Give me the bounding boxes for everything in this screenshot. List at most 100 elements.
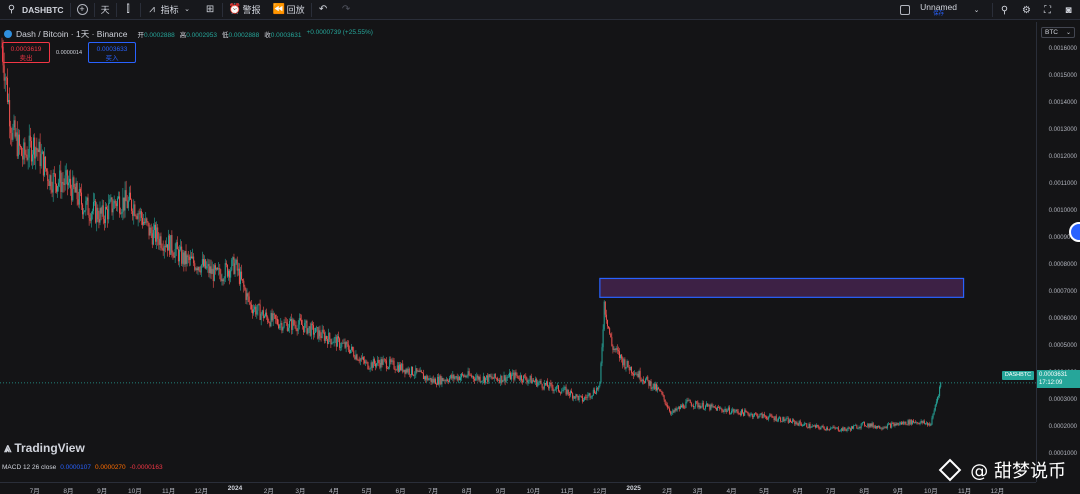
- candle: [571, 388, 573, 394]
- candle: [55, 183, 57, 194]
- candle: [133, 199, 135, 225]
- candle: [183, 249, 185, 272]
- candle: [262, 306, 264, 322]
- candle: [491, 373, 493, 380]
- candle: [328, 328, 330, 345]
- candle: [573, 395, 575, 402]
- candle: [673, 409, 675, 413]
- chart-pane[interactable]: [0, 22, 1036, 462]
- resistance-zone[interactable]: [599, 277, 965, 298]
- candle: [661, 390, 663, 396]
- candle: [544, 382, 546, 387]
- redo-button[interactable]: ↷: [335, 0, 358, 20]
- close-value: 0.0003631: [270, 32, 302, 39]
- candle: [916, 421, 918, 425]
- candle: [800, 422, 802, 427]
- candle: [116, 196, 118, 212]
- sell-button[interactable]: 0.0003619 卖出: [2, 42, 50, 63]
- candle: [344, 338, 346, 349]
- candle: [214, 263, 216, 275]
- candle: [633, 371, 635, 379]
- candle: [217, 267, 219, 271]
- chart-type-button[interactable]: ⫿: [117, 0, 140, 20]
- buy-button[interactable]: 0.0003633 买入: [88, 42, 136, 63]
- chevron-down-icon[interactable]: ⌄: [973, 6, 980, 14]
- candle: [584, 396, 586, 402]
- candle: [866, 426, 868, 428]
- candle: [258, 303, 260, 306]
- candle: [233, 253, 235, 275]
- candle: [783, 416, 785, 422]
- candle: [277, 316, 279, 326]
- candle: [872, 422, 874, 429]
- candle: [856, 424, 858, 429]
- candle: [871, 421, 873, 428]
- candle: [875, 425, 877, 430]
- candle: [257, 304, 259, 316]
- candle: [693, 403, 695, 410]
- macd-line-value: 0.0000107: [60, 464, 91, 471]
- candle: [466, 374, 468, 379]
- candle: [695, 400, 697, 409]
- candle: [21, 145, 23, 157]
- candle: [723, 408, 725, 414]
- indicators-button[interactable]: ⩘ 指标 ⌄: [141, 0, 199, 20]
- candle: [96, 202, 98, 232]
- candle: [810, 426, 812, 428]
- candle: [290, 316, 292, 322]
- time-axis-label: 11月: [161, 488, 176, 494]
- interval-button[interactable]: 天: [95, 0, 116, 20]
- candle: [94, 193, 96, 206]
- candle: [102, 199, 104, 225]
- layout-name-button[interactable]: Unnamed 保存: [920, 2, 957, 18]
- candle: [706, 401, 708, 408]
- templates-button[interactable]: ⊞: [199, 0, 222, 20]
- time-axis[interactable]: 7月 8月 9月 10月 11月 12月 2024 2月 3月 4月 5月 6月 7月 8月 9月 10月 11…: [0, 482, 1036, 494]
- scroll-to-realtime-button[interactable]: [1069, 222, 1080, 242]
- candle: [447, 379, 449, 385]
- quick-search-icon[interactable]: ⚲: [1000, 4, 1009, 16]
- candle: [560, 391, 562, 396]
- undo-button[interactable]: ↶: [312, 0, 335, 20]
- candle: [792, 418, 794, 424]
- price-axis[interactable]: BTC ⌄ 0.0016000 0.0015000 0.0014000 0.00130…: [1036, 22, 1080, 482]
- candle: [927, 421, 929, 427]
- candle: [694, 406, 696, 410]
- candle: [358, 356, 360, 364]
- low-key: 低: [221, 32, 229, 39]
- candle: [483, 375, 485, 385]
- layout-square-icon[interactable]: [900, 5, 911, 15]
- candle: [743, 412, 745, 417]
- alerts-button[interactable]: ⏰ 警报: [223, 0, 267, 20]
- compare-button[interactable]: +: [71, 0, 94, 20]
- candle: [320, 332, 322, 342]
- gear-icon[interactable]: ⚙: [1022, 4, 1031, 16]
- candle: [768, 415, 770, 422]
- symbol-search[interactable]: ⚲ DASHBTC: [0, 0, 70, 20]
- candle: [73, 175, 75, 190]
- currency-selector[interactable]: BTC ⌄: [1041, 27, 1075, 38]
- camera-icon[interactable]: ◙: [1065, 4, 1072, 16]
- candle: [335, 334, 337, 351]
- candle: [160, 232, 162, 251]
- candle: [312, 321, 314, 340]
- fullscreen-icon[interactable]: ⛶: [1044, 4, 1051, 16]
- candle: [95, 199, 97, 224]
- candle: [9, 87, 11, 139]
- candle: [588, 392, 590, 397]
- candle: [321, 324, 323, 339]
- candle: [204, 255, 206, 269]
- candle: [932, 413, 934, 420]
- candle: [205, 258, 207, 270]
- candle: [910, 419, 912, 426]
- candle: [730, 412, 732, 415]
- divider: [139, 2, 141, 17]
- replay-button[interactable]: ⏪ 回放: [267, 0, 311, 20]
- low-value: 0.0002888: [228, 32, 260, 39]
- candle: [260, 312, 262, 326]
- candle: [898, 421, 900, 426]
- candle: [676, 407, 678, 412]
- candle: [702, 400, 704, 410]
- candle: [147, 220, 149, 227]
- candle: [385, 357, 387, 372]
